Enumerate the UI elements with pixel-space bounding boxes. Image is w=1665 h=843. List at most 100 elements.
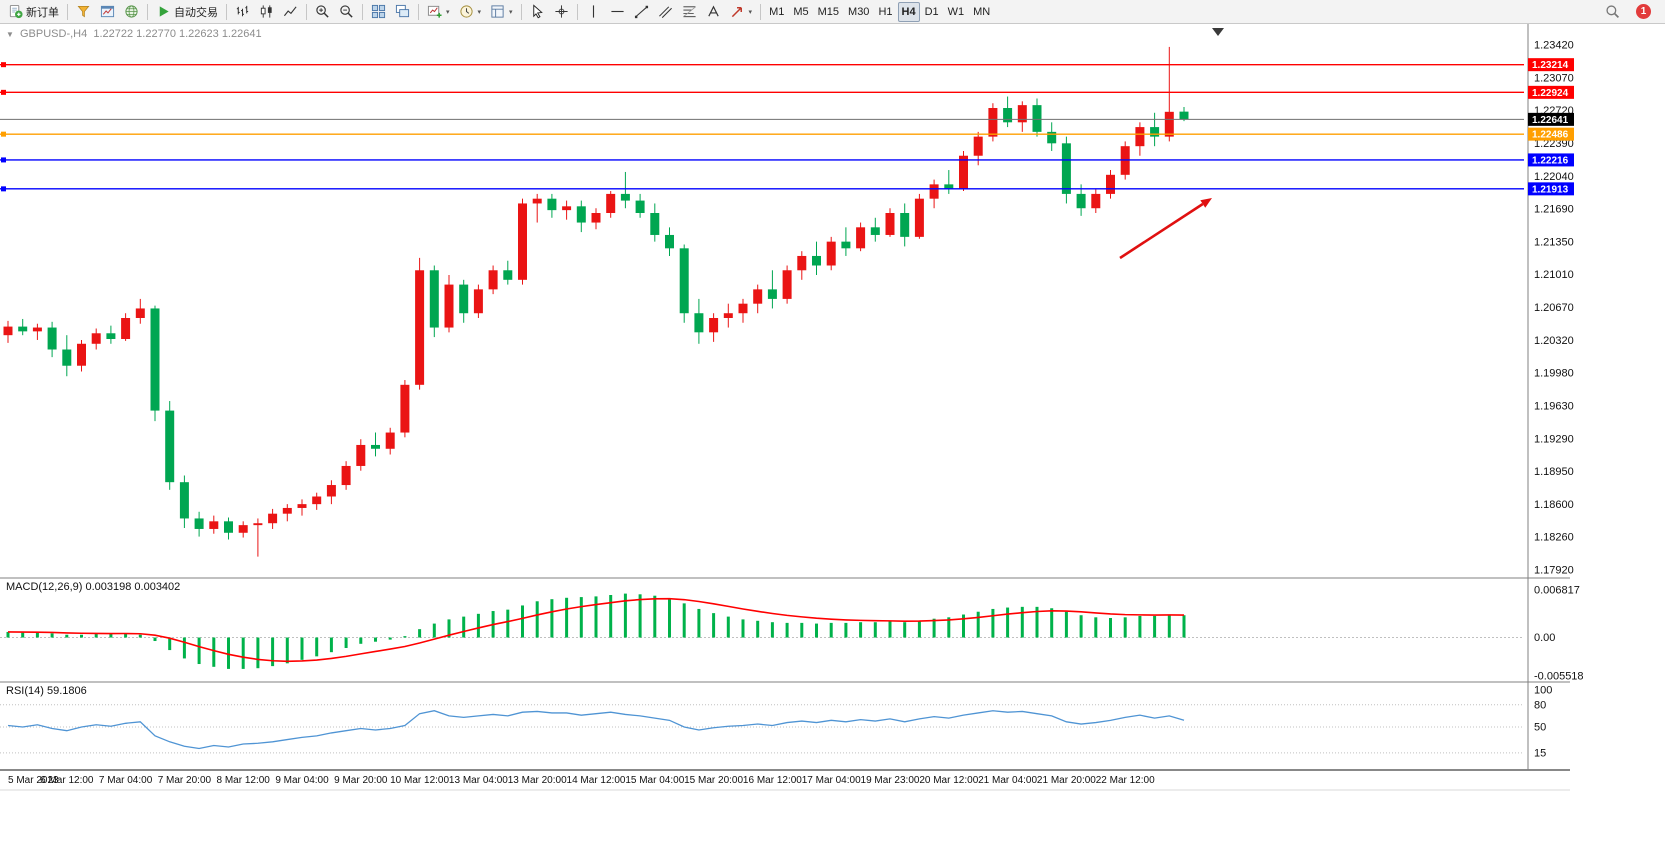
crosshair-tool-button[interactable]: [550, 2, 573, 22]
new-chart-button[interactable]: ▾: [423, 2, 454, 22]
rsi-line: [7, 710, 1185, 750]
autotrading-button[interactable]: 自动交易: [152, 2, 222, 22]
price-tag-label: 1.22486: [1532, 130, 1569, 141]
bar-chart-type-button[interactable]: [231, 2, 254, 22]
timeframe-d1-button[interactable]: D1: [921, 2, 943, 22]
horizontal-line-tool-button[interactable]: [606, 2, 629, 22]
price-axis-label: 1.19290: [1534, 433, 1574, 445]
timeframe-m15-button[interactable]: M15: [814, 2, 843, 22]
macd-bar: [726, 616, 730, 638]
line-handle[interactable]: [1, 157, 6, 163]
rsi-axis-label: 100: [1534, 685, 1552, 697]
timeframe-m15-button-label: M15: [817, 5, 840, 18]
timeframe-h1-button[interactable]: H1: [874, 2, 896, 22]
timeframe-m1-button[interactable]: M1: [765, 2, 788, 22]
macd-bar: [550, 599, 554, 638]
globe-icon-button[interactable]: [120, 2, 143, 22]
line-chart-type-button[interactable]: [279, 2, 302, 22]
hline-icon: [610, 4, 625, 19]
macd-bar: [623, 593, 627, 638]
chart-canvas[interactable]: 1.234201.230701.227201.223901.220401.216…: [0, 24, 1665, 843]
toolbar-separator: [418, 3, 419, 20]
toolbar-group: [311, 2, 358, 22]
rsi-axis-label: 15: [1534, 747, 1546, 759]
templates-button[interactable]: ▾: [486, 2, 517, 22]
candle-body: [959, 155, 968, 190]
candle-body: [268, 513, 278, 524]
macd-bar: [182, 637, 186, 659]
candle-body: [1076, 193, 1086, 209]
horizontal-line-1.21913[interactable]: 1.21913: [0, 182, 1574, 196]
price-axis[interactable]: 1.234201.230701.227201.223901.220401.216…: [1534, 40, 1574, 577]
new-order-button[interactable]: 新订单: [4, 2, 63, 22]
search-button[interactable]: [1601, 2, 1624, 22]
vertical-line-tool-button[interactable]: [582, 2, 605, 22]
timeframe-m30-button[interactable]: M30: [844, 2, 873, 22]
shapes-icon: [730, 4, 745, 19]
notifications-button[interactable]: 1: [1632, 2, 1655, 22]
macd-bar: [770, 622, 774, 638]
candle-body: [900, 213, 910, 237]
arrows-tool-button[interactable]: ▾: [726, 2, 757, 22]
macd-bar: [65, 634, 69, 638]
timeframe-mn-button-label: MN: [973, 5, 991, 18]
chart-window-icon: [100, 4, 115, 19]
macd-bar: [80, 634, 83, 638]
horizontal-line-1.23214[interactable]: 1.23214: [0, 58, 1574, 72]
macd-axis[interactable]: 0.006817 0.00 -0.005518: [1534, 585, 1584, 683]
line-handle[interactable]: [1, 89, 6, 95]
chart-shift-marker[interactable]: [1212, 28, 1224, 36]
timeframe-w1-button[interactable]: W1: [944, 2, 969, 22]
text-tool-button[interactable]: [702, 2, 725, 22]
horizontal-line-1.22486[interactable]: 1.22486: [0, 127, 1574, 141]
timeframe-m5-button[interactable]: M5: [789, 2, 812, 22]
fibonacci-tool-button[interactable]: [678, 2, 701, 22]
trend-arrow-annotation[interactable]: [1119, 198, 1212, 260]
macd-bar: [859, 622, 863, 638]
timeframe-h1-button-label: H1: [878, 5, 893, 18]
line-handle[interactable]: [1, 131, 6, 137]
profiles-button[interactable]: ▾: [455, 2, 486, 22]
candle-body: [826, 241, 836, 266]
macd-bar: [1182, 615, 1186, 638]
time-axis-label: 15 Mar 20:00: [684, 775, 743, 786]
macd-bar: [6, 631, 10, 638]
macd-bar: [241, 637, 245, 669]
rsi-axis[interactable]: 100 80 50 15: [1534, 685, 1552, 760]
candle-body: [944, 184, 954, 190]
candlestick-chart-type-button[interactable]: [255, 2, 278, 22]
macd-bar: [579, 597, 583, 638]
line-handle[interactable]: [1, 62, 6, 68]
text-icon: [706, 4, 721, 19]
timeframe-mn-button[interactable]: MN: [969, 2, 994, 22]
macd-bar: [329, 637, 333, 653]
timeframe-h4-button[interactable]: H4: [897, 1, 920, 22]
candle-body: [312, 496, 322, 505]
price-tag-label: 1.23214: [1532, 60, 1569, 71]
toolbar-separator: [67, 3, 68, 20]
chart-window-icon-button[interactable]: [96, 2, 119, 22]
tline-icon: [634, 4, 649, 19]
cascade-windows-button[interactable]: [391, 2, 414, 22]
line-handle[interactable]: [1, 186, 6, 192]
zoom-out-button[interactable]: [335, 2, 358, 22]
macd-bar: [1153, 615, 1157, 638]
bid-price-line: 1.22641: [0, 112, 1574, 126]
tile-windows-button[interactable]: [367, 2, 390, 22]
zoom-in-button[interactable]: [311, 2, 334, 22]
cursor-tool-button[interactable]: [526, 2, 549, 22]
horizontal-line-1.22924[interactable]: 1.22924: [0, 85, 1574, 99]
funnel-icon-button[interactable]: [72, 2, 95, 22]
macd-bar: [521, 605, 524, 638]
macd-bar: [668, 598, 671, 638]
horizontal-line-1.22216[interactable]: 1.22216: [0, 153, 1574, 167]
macd-bar: [1035, 606, 1039, 638]
timeframe-d1-button-label: D1: [924, 5, 939, 18]
candle-body: [1032, 105, 1042, 132]
channel-tool-button[interactable]: [654, 2, 677, 22]
trendline-tool-button[interactable]: [630, 2, 653, 22]
macd-bar: [462, 616, 466, 638]
chart-window[interactable]: 1.23420 1.23070 1.22720 1.22390 1.22040 1.216…: [0, 24, 1665, 843]
time-axis-label: 6 Mar 12:00: [40, 775, 94, 786]
